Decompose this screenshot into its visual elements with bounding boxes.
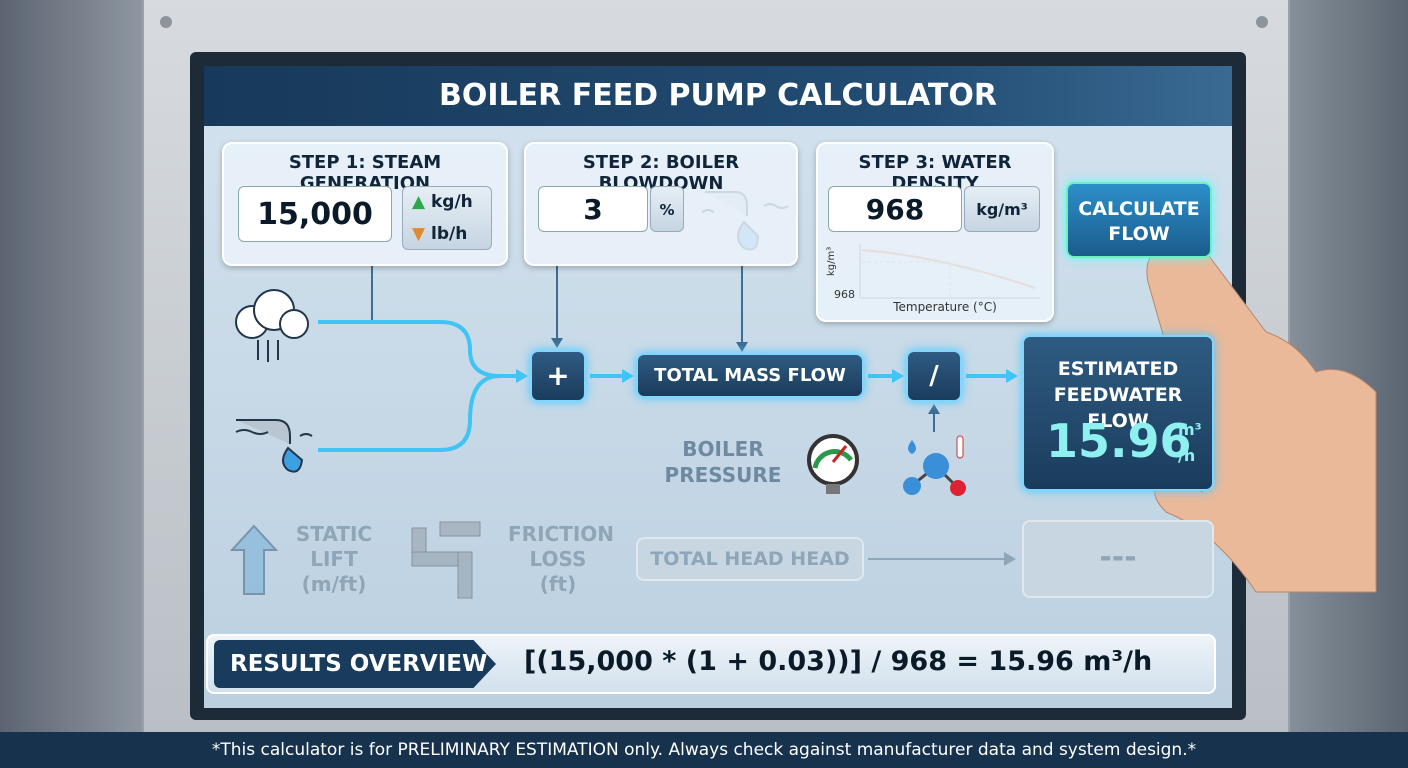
molecule-icon (903, 435, 966, 496)
divide-operator: / (906, 350, 962, 402)
unit-option[interactable]: ▼ lb/h (412, 224, 467, 244)
total-head-box: TOTAL HEAD HEAD (636, 537, 864, 581)
down-triangle: ▼ (412, 224, 426, 244)
disclaimer: *This calculator is for PRELIMINARY ESTI… (0, 732, 1408, 768)
screw (160, 16, 172, 28)
chart-y-label: kg/m³ (826, 246, 837, 276)
header-title: BOILER FEED PUMP CALCULATOR (204, 66, 1232, 126)
step-card (816, 142, 1054, 322)
result-card (1022, 335, 1214, 491)
static-lift-label: STATIC LIFT (m/ft) (295, 522, 373, 596)
unit-toggle (402, 186, 492, 250)
static-lift-icon (229, 524, 279, 595)
steam-cloud-icon (235, 289, 309, 362)
unit-text: kg/h (431, 192, 473, 212)
unit-option[interactable]: ▲ kg/h (412, 192, 473, 212)
step-label: STEP 2: BOILER BLOWDOWN (582, 152, 740, 194)
unit-label: kg/m³ (964, 186, 1040, 232)
blowdown-input[interactable]: 3 (538, 186, 648, 232)
pipe-icon (411, 521, 481, 599)
total-mass-flow: TOTAL MASS FLOW (636, 353, 864, 398)
chart-x-label: Temperature (°C) (893, 300, 997, 314)
results-label: RESULTS OVERVIEW (214, 640, 496, 688)
result-unit: /h (1178, 446, 1196, 465)
boiler-pressure-label: BOILER PRESSURE (664, 437, 782, 487)
connector-lines (371, 266, 1008, 560)
calculate-button[interactable]: CALCULATE FLOW (1066, 182, 1212, 258)
pressure-gauge-icon (807, 434, 859, 494)
results-formula: [(15,000 * (1 + 0.03))] / 968 = 15.96 m³… (524, 646, 1153, 677)
density-input[interactable]: 968 (828, 186, 962, 232)
result-label: ESTIMATED FEEDWATER FLOW (1053, 358, 1183, 432)
screw (1256, 16, 1268, 28)
up-triangle: ▲ (412, 192, 426, 212)
chart-y-tick: 968 (834, 288, 855, 301)
blowdown-icon (235, 419, 313, 473)
arrowheads (516, 338, 1018, 566)
friction-loss-label: FRICTION LOSS (ft) (508, 522, 615, 596)
steam-input[interactable]: 15,000 (238, 186, 392, 242)
add-operator: + (530, 350, 586, 402)
unit-text: lb/h (431, 224, 468, 244)
unit-label: % (650, 186, 684, 232)
result-value: 15.96 (1046, 414, 1192, 468)
head-result-box: --- (1022, 520, 1214, 598)
result-unit: m³ (1178, 420, 1202, 439)
decorations (160, 16, 1377, 599)
